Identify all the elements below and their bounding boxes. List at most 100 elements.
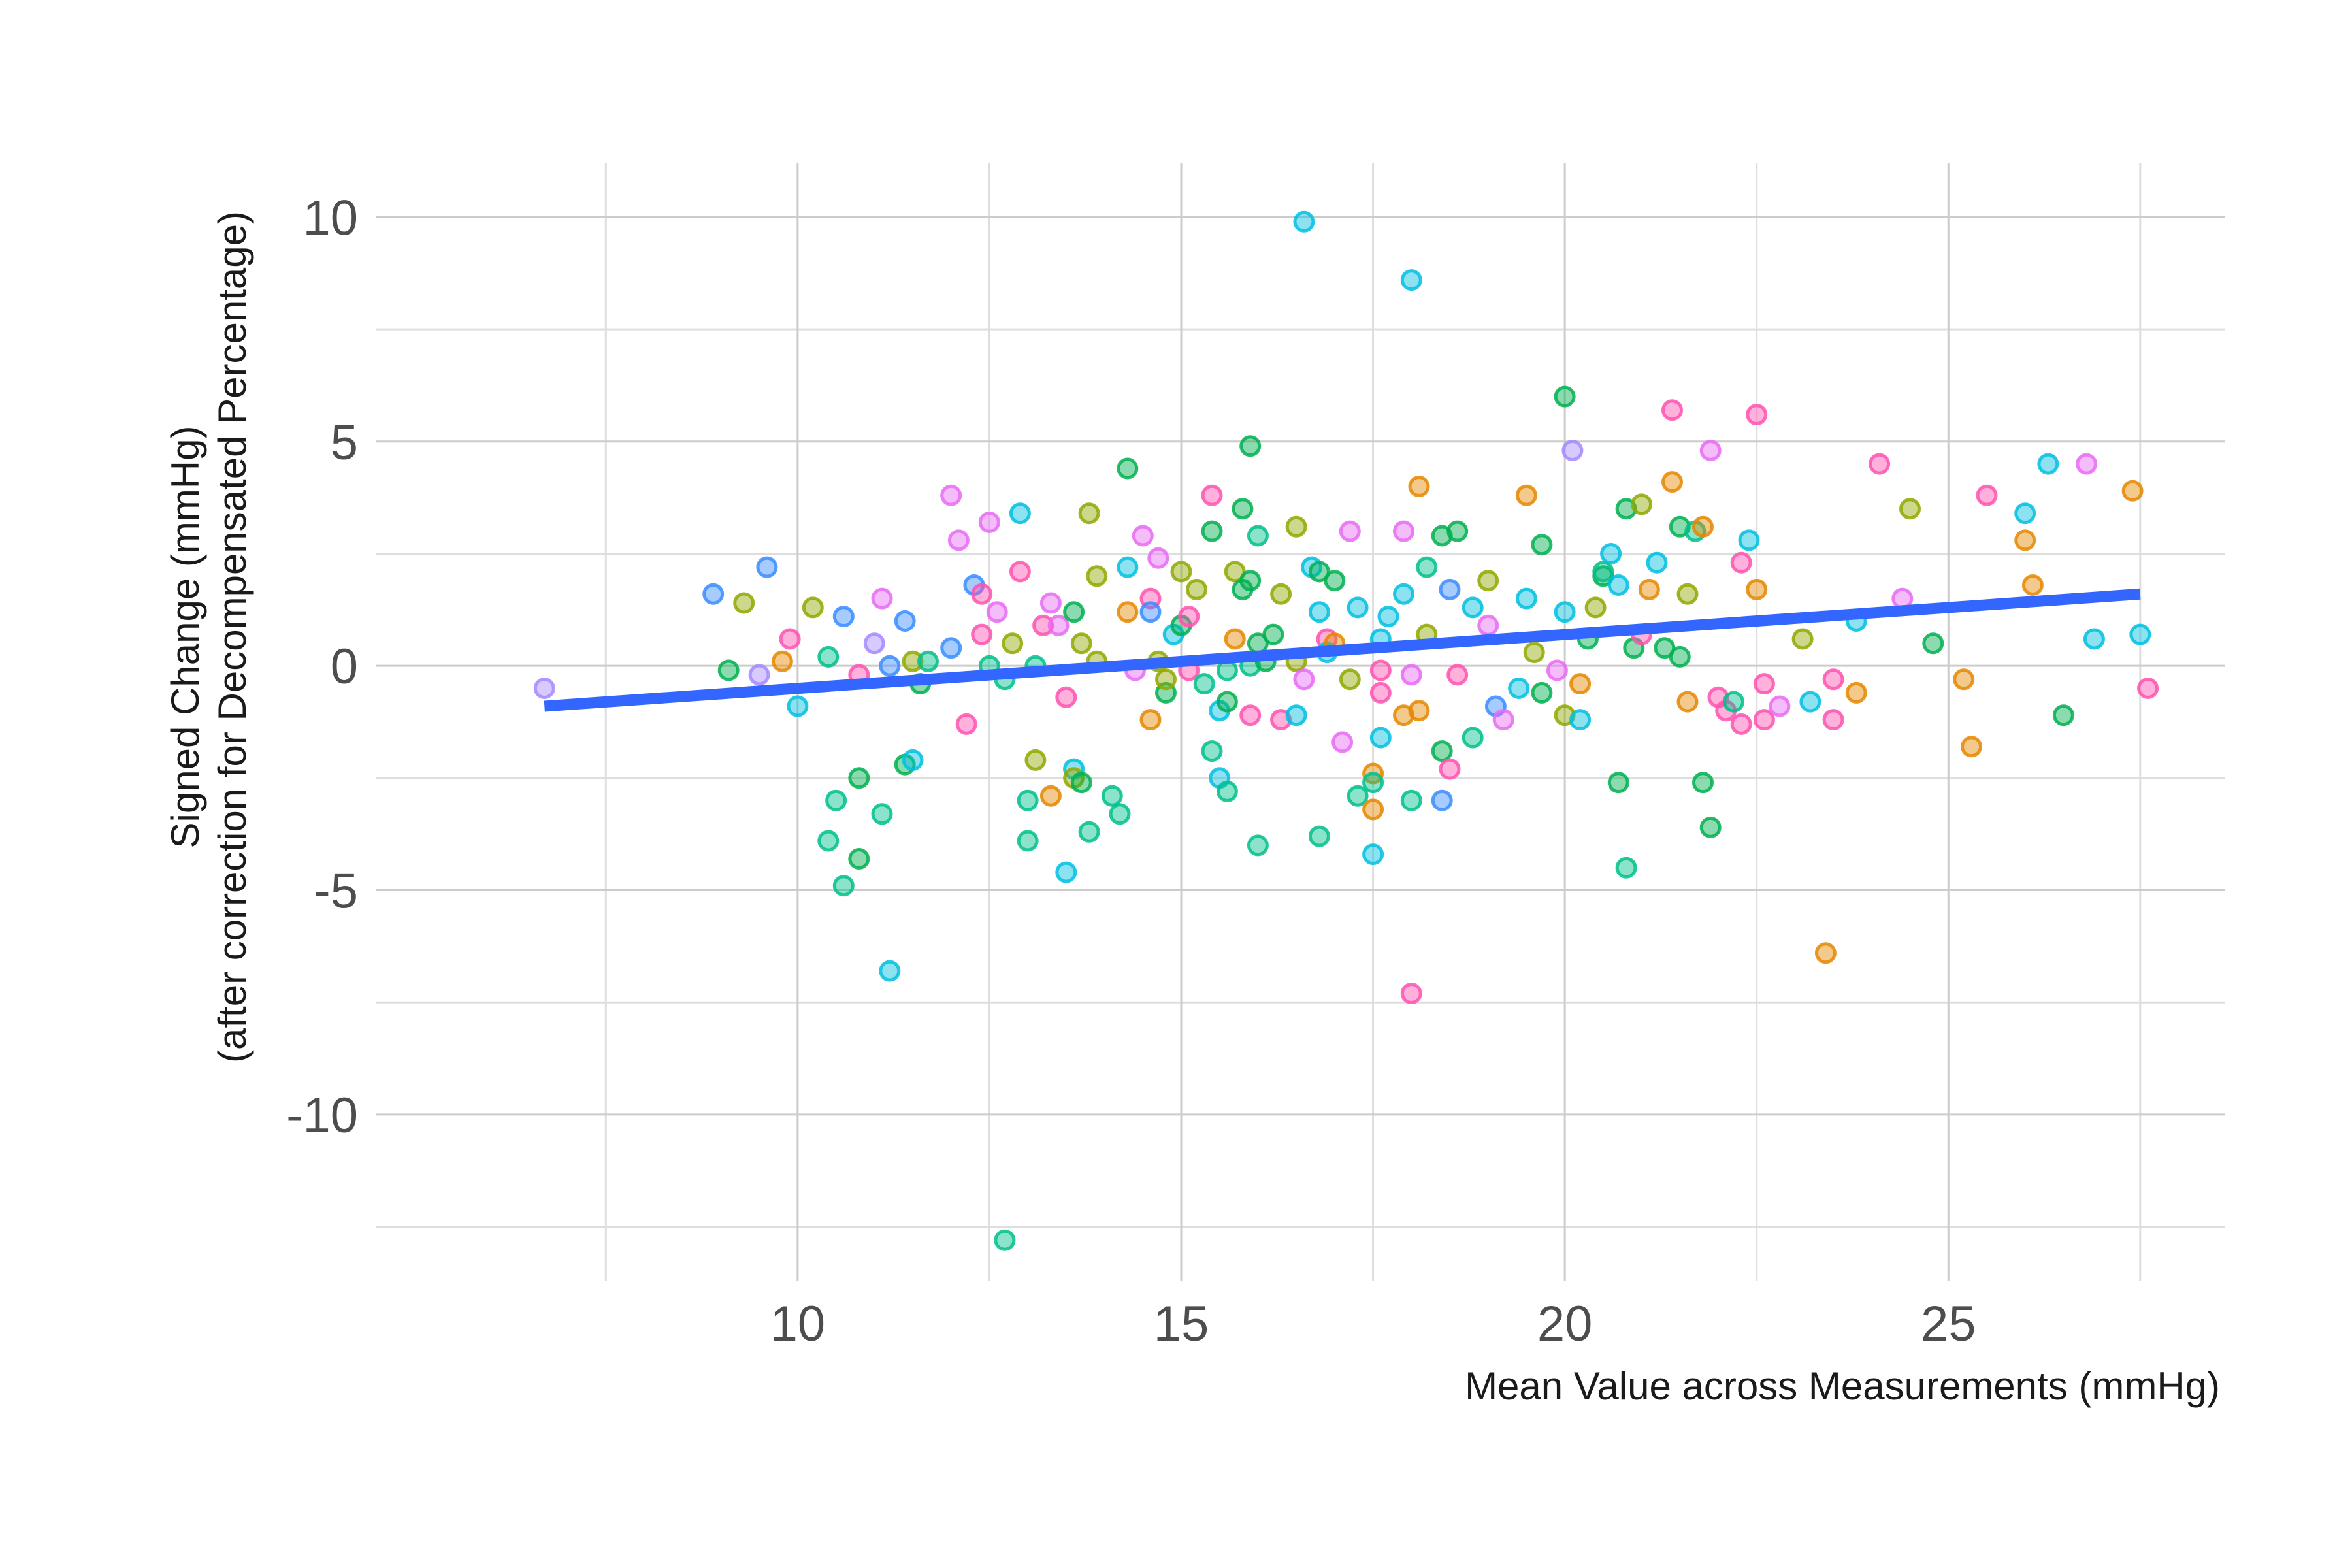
data-point: [1822, 668, 1844, 691]
data-point: [1047, 614, 1070, 636]
data-point: [1661, 399, 1683, 421]
data-point: [1186, 578, 1207, 600]
data-point: [1462, 727, 1484, 749]
x-axis-title: Mean Value across Measurements (mmHg): [1465, 1364, 2220, 1408]
data-point: [1515, 587, 1537, 610]
data-point: [1961, 736, 1982, 758]
data-point: [832, 875, 855, 897]
data-point: [1554, 601, 1576, 623]
data-point: [1753, 709, 1775, 731]
data-point: [1369, 727, 1392, 749]
data-point: [1070, 772, 1092, 794]
data-point: [1032, 614, 1054, 636]
data-point: [1247, 834, 1269, 857]
data-point: [2121, 480, 2144, 502]
data-point: [1347, 785, 1369, 807]
y-tick-labels: 10 5 0 -5 -10: [286, 190, 358, 1143]
data-point: [848, 848, 870, 870]
data-point: [871, 803, 893, 825]
data-point: [1285, 515, 1307, 538]
data-point: [1661, 471, 1683, 493]
data-point: [1117, 457, 1139, 480]
data-point: [1293, 210, 1315, 233]
data-point: [1308, 825, 1330, 847]
data-point: [1477, 570, 1499, 592]
data-point: [1009, 502, 1031, 525]
data-point: [1869, 453, 1891, 475]
data-point: [1055, 686, 1077, 708]
data-point: [1393, 583, 1414, 605]
y-tick-label: 10: [302, 190, 358, 246]
data-point: [848, 767, 870, 789]
data-point: [1216, 780, 1238, 802]
data-point: [2014, 502, 2036, 525]
x-tick-label: 20: [1537, 1296, 1593, 1352]
data-point: [1155, 668, 1177, 691]
data-point: [1201, 484, 1223, 506]
data-point: [1600, 543, 1622, 564]
data-point: [971, 583, 993, 605]
data-point: [1293, 668, 1315, 691]
data-point: [1331, 731, 1354, 753]
data-point: [771, 650, 793, 672]
data-point: [1369, 659, 1392, 681]
data-point: [1699, 816, 1722, 838]
data-point: [1347, 596, 1369, 619]
data-point: [1515, 484, 1537, 506]
data-point: [1078, 821, 1100, 843]
trend-line: [544, 588, 2141, 712]
data-point: [1377, 606, 1399, 628]
y-tick-label: 5: [331, 415, 358, 470]
data-point: [533, 678, 555, 699]
data-point: [1400, 789, 1422, 811]
x-tick-label: 15: [1154, 1296, 1209, 1352]
data-point: [2037, 453, 2059, 475]
data-point: [1308, 601, 1330, 623]
data-point: [2014, 529, 2036, 551]
data-point: [1339, 668, 1361, 691]
data-point: [1769, 695, 1791, 717]
data-point: [1523, 642, 1545, 664]
data-point: [1822, 709, 1844, 731]
data-point: [1492, 709, 1514, 731]
y-axis-title-line2: (after correction for Decompensated Perc…: [210, 211, 254, 1063]
data-point: [817, 830, 840, 852]
data-point: [717, 659, 740, 681]
data-point: [1814, 942, 1837, 964]
data-point: [1270, 583, 1292, 605]
data-point: [1239, 435, 1262, 457]
data-point: [902, 749, 924, 771]
data-point: [1239, 570, 1262, 592]
data-point: [1117, 601, 1139, 623]
data-point: [1753, 673, 1775, 695]
x-tick-label: 25: [1921, 1296, 1976, 1352]
data-point: [1063, 601, 1085, 623]
data-point: [947, 529, 970, 551]
data-point: [733, 592, 755, 614]
data-point: [2052, 704, 2074, 727]
data-point: [879, 960, 901, 982]
data-point: [1738, 529, 1760, 551]
data-point: [1431, 789, 1453, 811]
data-point: [1446, 664, 1469, 686]
data-point: [1239, 704, 1262, 727]
y-tick-label: -5: [314, 864, 358, 919]
data-point: [1569, 673, 1592, 695]
data-point: [779, 628, 801, 650]
data-point: [1446, 520, 1469, 542]
data-point: [1308, 561, 1330, 583]
data-point: [1232, 498, 1254, 520]
data-point: [1676, 583, 1699, 605]
data-point: [902, 650, 924, 672]
data-point: [1845, 681, 1867, 704]
data-point: [1039, 785, 1062, 807]
data-point: [1554, 385, 1576, 408]
data-point: [1584, 596, 1607, 619]
data-point: [1899, 498, 1921, 520]
data-point: [1669, 645, 1691, 668]
data-point: [817, 645, 840, 668]
data-point: [863, 632, 885, 655]
data-point: [986, 601, 1008, 623]
data-point: [1109, 803, 1131, 825]
